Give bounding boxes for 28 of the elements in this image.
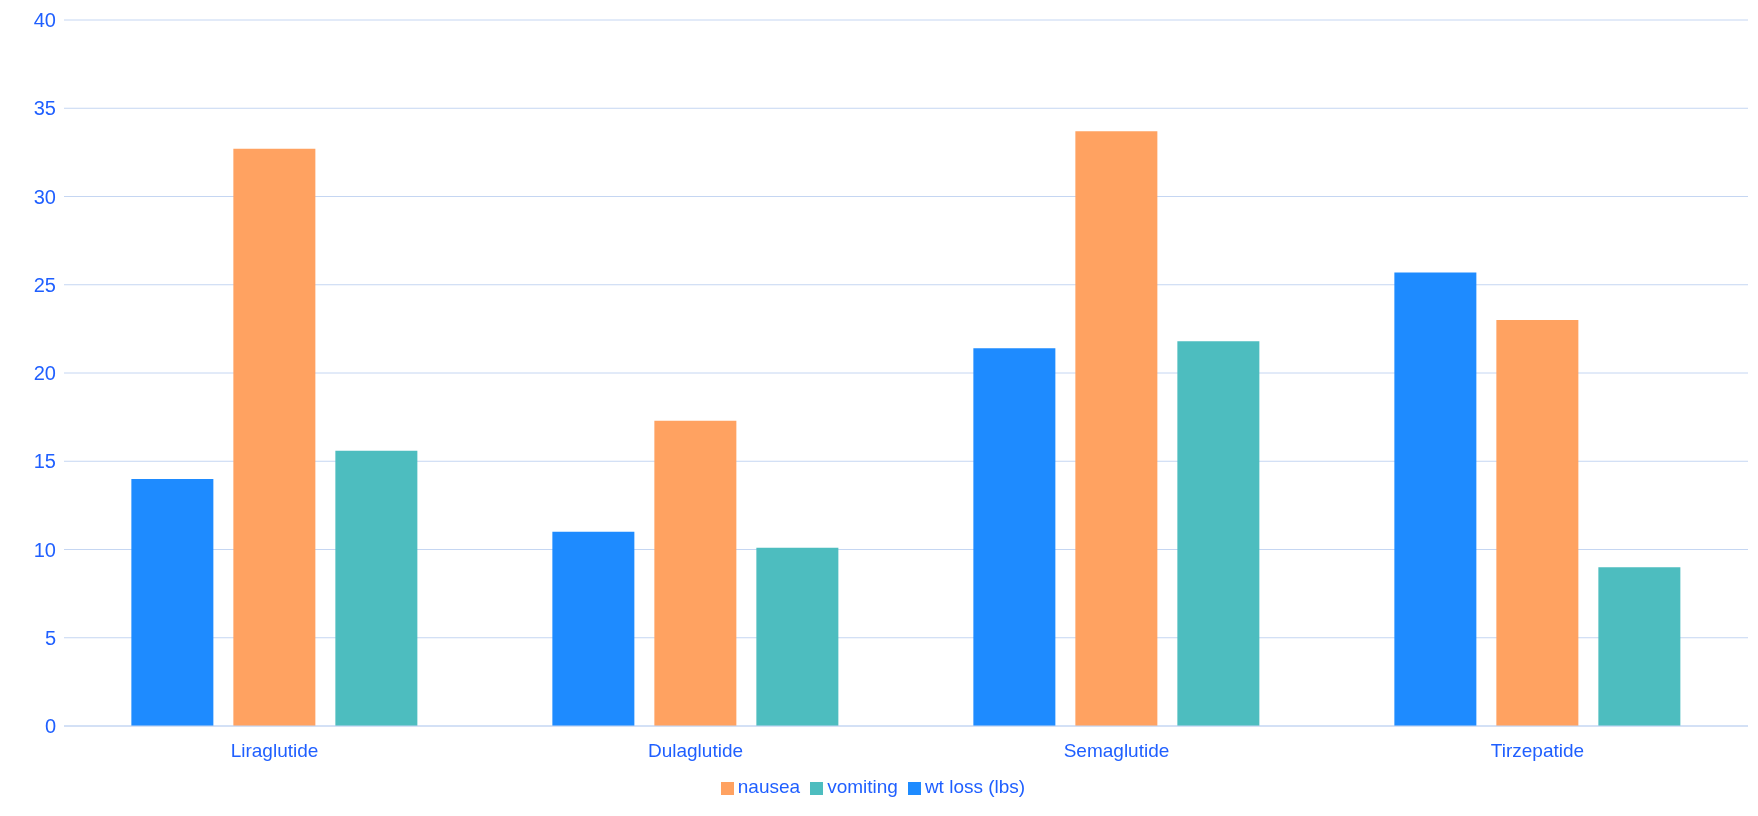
bar — [756, 547, 839, 726]
y-tick-label: 0 — [44, 715, 56, 738]
bar — [233, 148, 316, 726]
legend-label: wt loss (lbs) — [924, 776, 1026, 797]
bar — [1394, 272, 1477, 726]
bar — [1075, 131, 1158, 726]
bar — [1598, 567, 1681, 726]
y-tick-label: 30 — [33, 185, 56, 208]
y-tick-label: 20 — [33, 362, 56, 385]
bar — [335, 450, 418, 726]
bar — [1177, 341, 1260, 726]
y-tick-label: 10 — [33, 538, 56, 561]
y-tick-label: 35 — [33, 97, 56, 120]
legend-label: vomiting — [827, 776, 898, 797]
bar — [654, 420, 737, 726]
x-tick-label: Tirzepatide — [1490, 740, 1585, 762]
x-tick-label: Semaglutide — [1063, 740, 1170, 762]
legend-label: nausea — [737, 776, 801, 797]
y-tick-label: 40 — [33, 9, 56, 32]
y-tick-label: 15 — [33, 450, 56, 473]
bar — [131, 478, 214, 726]
bar — [552, 531, 635, 726]
x-tick-label: Dulaglutide — [647, 740, 744, 762]
y-tick-label: 25 — [33, 273, 56, 296]
bar — [973, 348, 1056, 726]
bar — [1496, 320, 1579, 726]
y-tick-label: 5 — [44, 626, 56, 649]
x-tick-label: Liraglutide — [230, 740, 319, 762]
